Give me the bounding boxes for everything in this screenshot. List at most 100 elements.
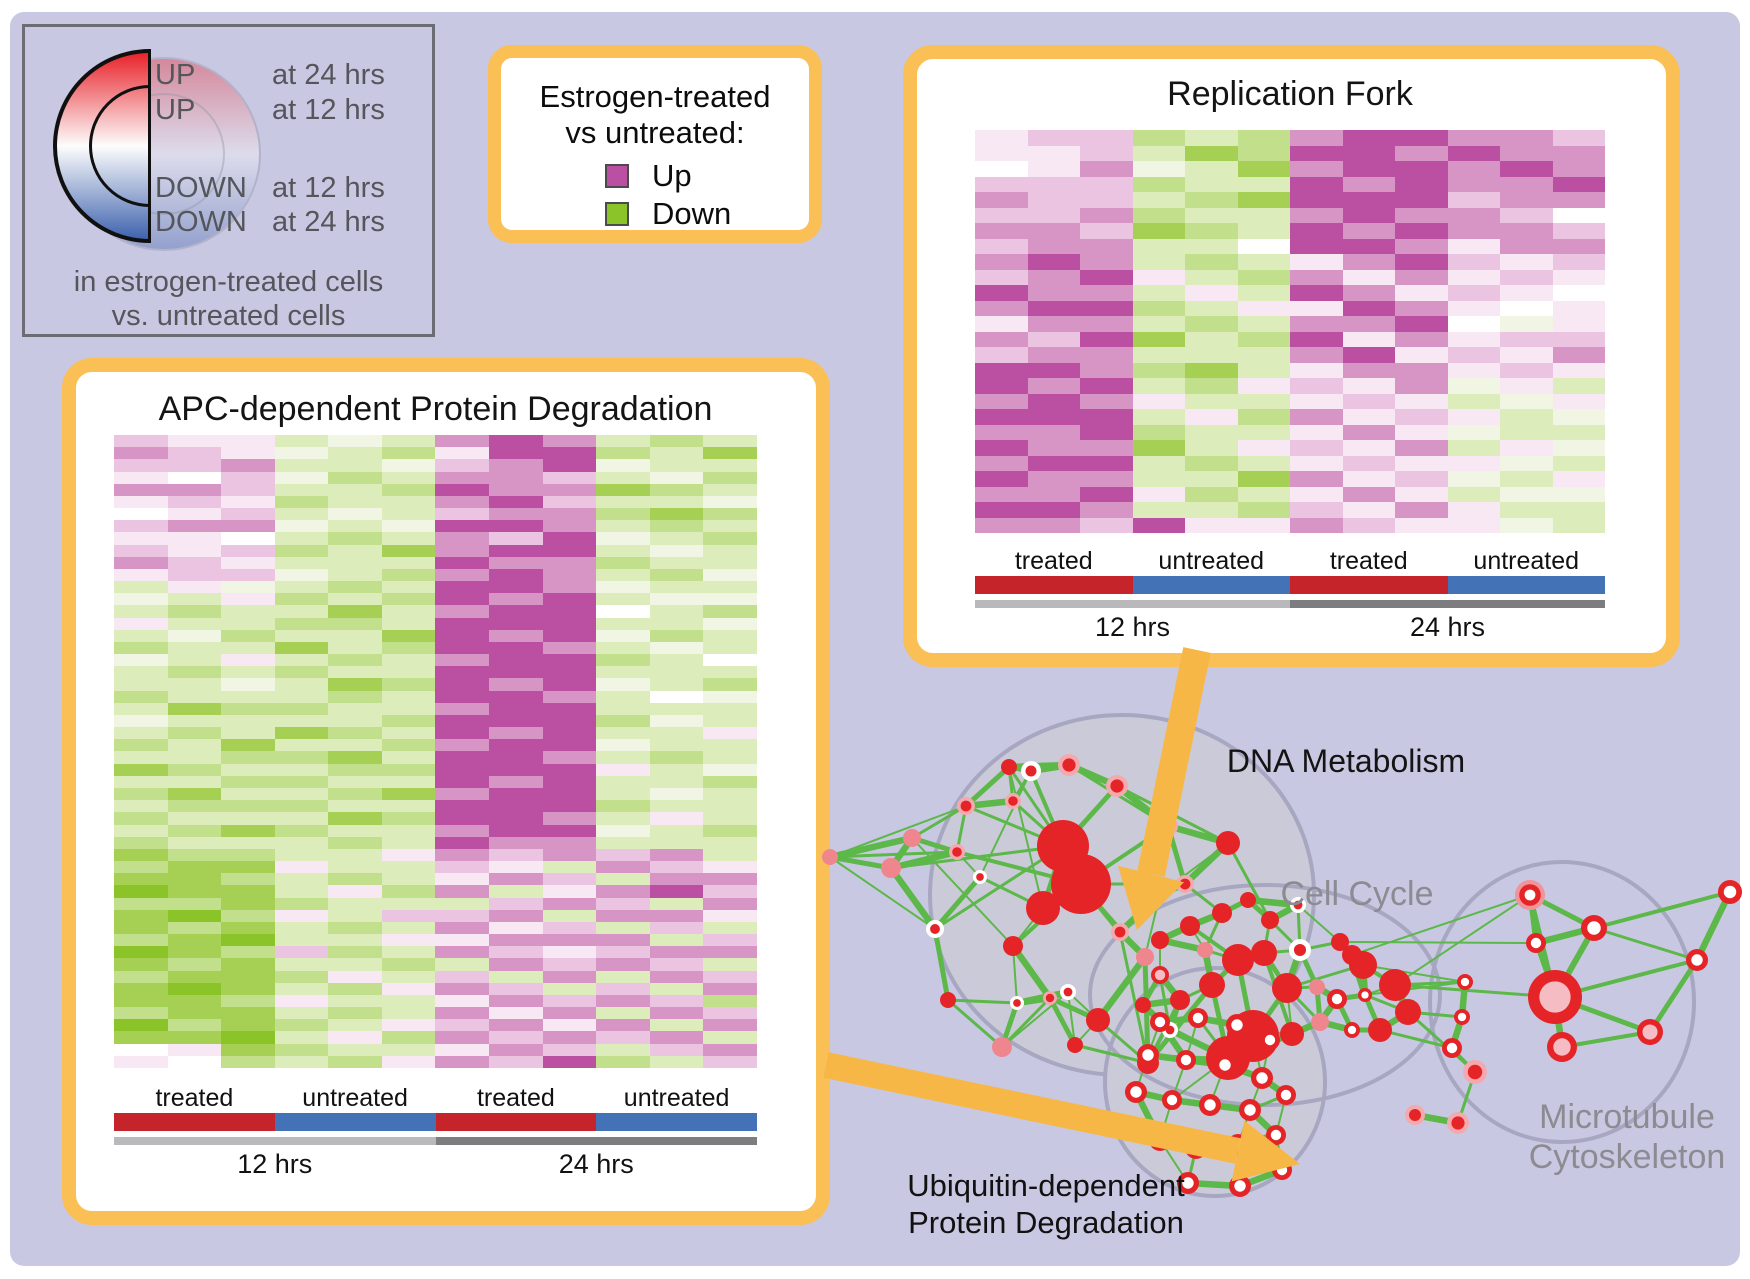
heatmap-cell (435, 508, 490, 521)
heatmap-cell (1395, 440, 1448, 456)
heatmap-cell (975, 455, 1028, 471)
heatmap-cell (649, 970, 704, 983)
heatmap-cell (221, 1019, 275, 1032)
heatmap-cell (1132, 254, 1185, 270)
heatmap-cell (649, 678, 704, 691)
heatmap-cell (167, 520, 222, 533)
heatmap-cell (381, 727, 436, 740)
heatmap-cell (596, 739, 650, 752)
heatmap-cell (703, 714, 757, 728)
heatmap-cell (167, 982, 222, 995)
heatmap-cell (649, 812, 704, 825)
heatmap-cell (975, 192, 1028, 208)
heatmap-cell (703, 727, 757, 740)
heatmap-cell (1447, 440, 1500, 456)
heatmap-cell (328, 873, 382, 886)
heatmap-cell (596, 641, 650, 655)
heatmap-cell (114, 471, 168, 484)
heatmap-cell (167, 994, 222, 1008)
heatmap-cell (274, 714, 329, 728)
heatmap-cell (975, 285, 1028, 301)
heatmap-cell (114, 970, 168, 983)
heatmap-cell (435, 848, 490, 862)
heatmap-cell (1342, 471, 1395, 487)
heatmap-cell (221, 654, 275, 667)
heatmap-cell (328, 763, 382, 776)
heatmap-cell (328, 447, 382, 460)
heatmap-cell (1132, 130, 1185, 146)
legend-dir-up-24: UP (155, 59, 196, 91)
heatmap-cell (167, 824, 222, 837)
heatmap-cell (221, 861, 275, 874)
heatmap-cell (328, 532, 382, 545)
heatmap-cell (1500, 316, 1553, 332)
heatmap-cell (649, 666, 704, 679)
heatmap-cell (1552, 207, 1605, 223)
heatmap-cell (114, 605, 168, 618)
heatmap-cell (1027, 285, 1080, 301)
heatmap-cell (542, 702, 597, 715)
heatmap-cell (435, 1043, 490, 1056)
heatmap-cell (649, 848, 704, 862)
heatmap-cell (649, 934, 704, 947)
heatmap-cell (167, 775, 222, 789)
heatmap-cell (1237, 300, 1290, 316)
heatmap-cell (1395, 471, 1448, 487)
heatmap-cell (1500, 300, 1553, 316)
heatmap-cell (1395, 285, 1448, 301)
heatmap-cell (596, 861, 650, 874)
heatmap-cell (114, 934, 168, 947)
heatmap-cell (274, 824, 329, 837)
heatmap-cell (1552, 378, 1605, 394)
heatmap-cell (489, 495, 543, 509)
heatmap-cell (114, 1019, 168, 1032)
heatmap-cell (649, 1007, 704, 1020)
heatmap-cell (1185, 455, 1238, 471)
heatmap-cell (1290, 207, 1343, 223)
heatmap-cell (381, 1007, 436, 1020)
heatmap-cell (649, 958, 704, 971)
heatmap-cell (1185, 362, 1238, 378)
heatmap-cell (703, 946, 757, 959)
heatmap-cell (167, 629, 222, 642)
heatmap-cell (114, 654, 168, 667)
heatmap-cell (221, 848, 275, 862)
heatmap-cell (1342, 316, 1395, 332)
heatmap-cell (167, 471, 222, 484)
heatmap-cell (167, 556, 222, 569)
heatmap-cell (596, 568, 650, 582)
heatmap-cell (975, 207, 1028, 223)
heatmap-cell (542, 1019, 597, 1032)
untreated-bar-segment (596, 1113, 757, 1131)
heatmap-cell (489, 921, 543, 935)
heatmap-cell (703, 836, 757, 849)
heatmap-cell (167, 958, 222, 971)
heatmap-cell (167, 690, 222, 703)
heatmap-cell (328, 714, 382, 728)
heatmap-cell (114, 459, 168, 472)
group-labels-row: treated untreated treated untreated (975, 548, 1605, 574)
heatmap-cell (381, 714, 436, 728)
heatmap-cell (1290, 192, 1343, 208)
heatmap-cell (1185, 486, 1238, 502)
heatmap-cell (703, 690, 757, 703)
heatmap-cell (381, 751, 436, 764)
legend-time-24b: at 24 hrs (272, 206, 385, 238)
heatmap-cell (649, 897, 704, 910)
heatmap-cell (542, 641, 597, 655)
untreated-bar-segment (274, 1113, 436, 1131)
heatmap-cell (381, 1055, 436, 1068)
heatmap-cell (221, 982, 275, 995)
heatmap-cell (1185, 207, 1238, 223)
heatmap-cell (1552, 300, 1605, 316)
heatmap-cell (1132, 192, 1185, 208)
heatmap-cell (381, 593, 436, 606)
heatmap-cell (649, 581, 704, 594)
heatmap-cell (1185, 176, 1238, 192)
heatmap-cell (274, 1007, 329, 1020)
heatmap-cell (1500, 502, 1553, 518)
heatmap-cell (114, 800, 168, 813)
heatmap-cell (167, 763, 222, 776)
untreated-bar-segment (1132, 576, 1290, 594)
heatmap-cell (274, 921, 329, 935)
